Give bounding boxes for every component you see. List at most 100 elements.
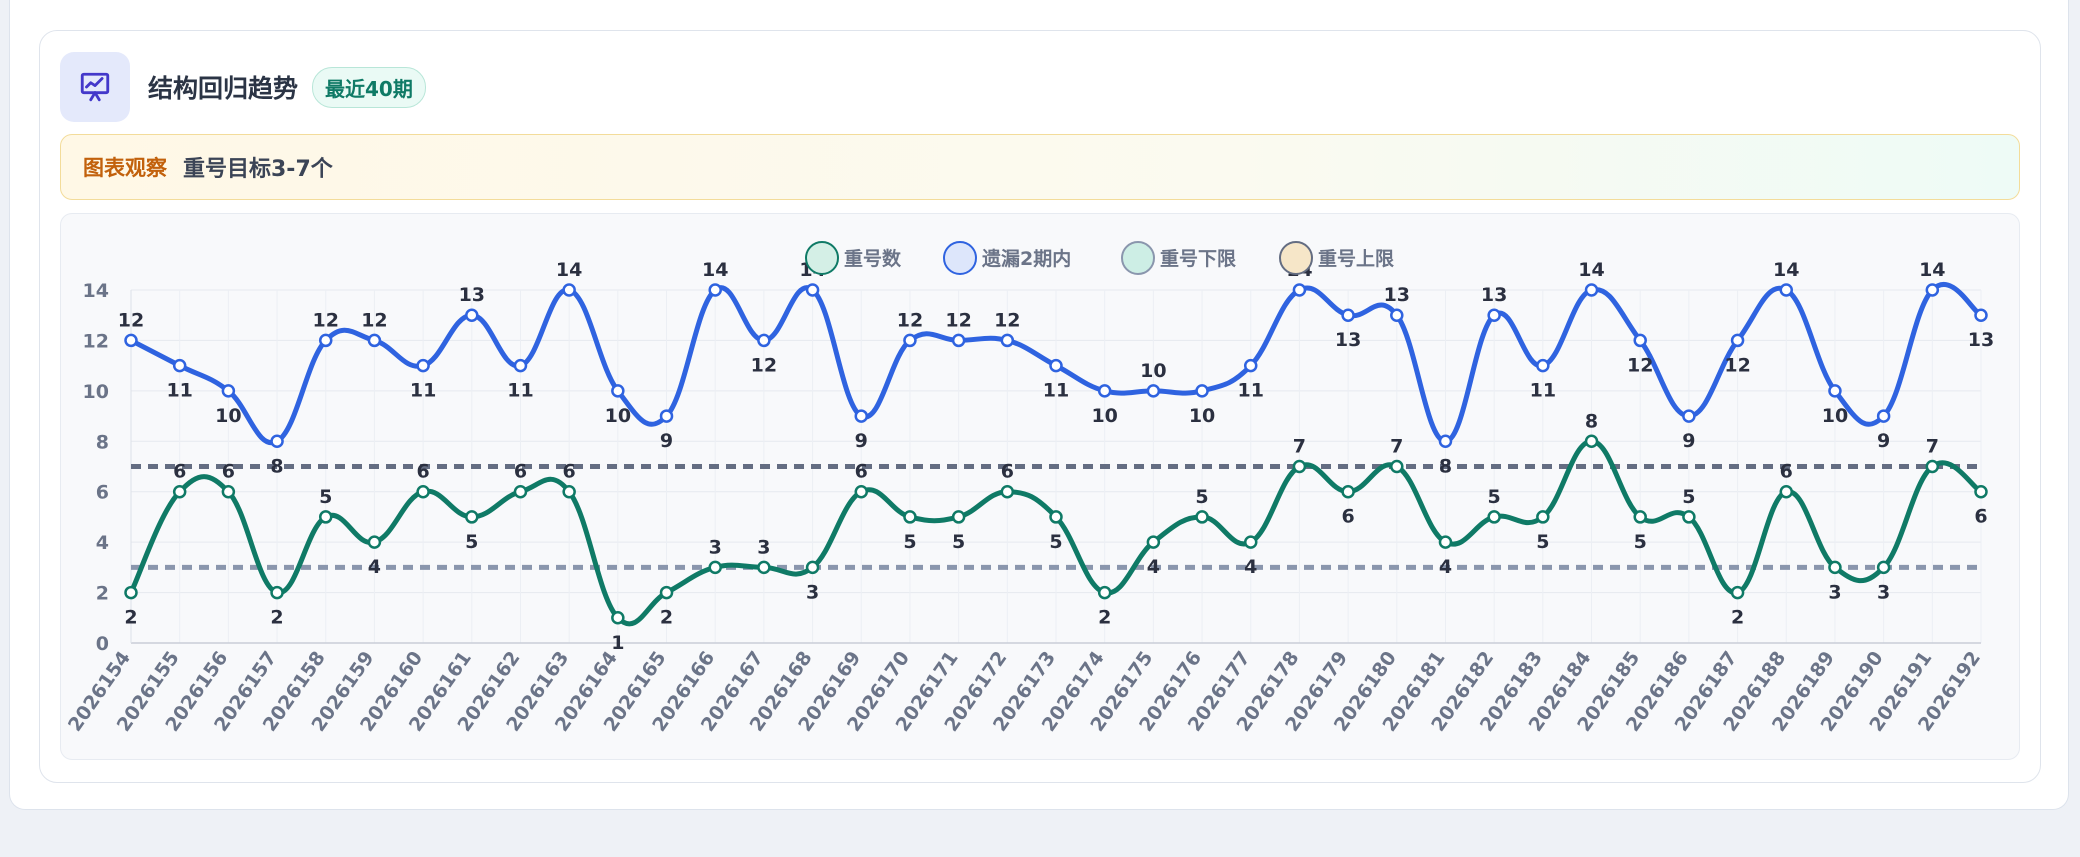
data-label-repeat: 6 bbox=[173, 461, 186, 483]
data-label-repeat: 2 bbox=[1731, 607, 1744, 629]
observation-label: 图表观察 bbox=[83, 156, 167, 180]
data-label-repeat: 6 bbox=[1780, 461, 1793, 483]
data-point-repeat bbox=[1243, 535, 1258, 549]
data-point-repeat bbox=[1341, 484, 1355, 499]
data-label-omit: 10 bbox=[1822, 405, 1848, 427]
data-label-omit: 12 bbox=[313, 309, 339, 331]
data-label-omit: 13 bbox=[1335, 329, 1361, 351]
data-point-repeat bbox=[708, 560, 722, 575]
data-point-omit bbox=[513, 358, 528, 373]
y-tick-label: 12 bbox=[83, 330, 109, 352]
data-point-omit bbox=[1487, 308, 1501, 322]
legend-swatch-lower bbox=[1121, 241, 1155, 275]
data-label-omit: 11 bbox=[166, 380, 192, 402]
data-point-omit bbox=[221, 384, 236, 398]
legend-swatch-omit bbox=[943, 241, 977, 275]
observation-text: 重号目标3-7个 bbox=[183, 157, 333, 182]
data-point-repeat bbox=[1779, 484, 1794, 499]
data-point-repeat bbox=[1584, 434, 1599, 449]
data-label-repeat: 4 bbox=[1439, 556, 1452, 578]
data-label-omit: 12 bbox=[945, 309, 971, 331]
data-point-omit bbox=[757, 333, 771, 348]
data-point-repeat bbox=[1292, 459, 1307, 474]
legend-label-upper: 重号上限 bbox=[1318, 248, 1394, 270]
data-point-omit bbox=[1925, 283, 1940, 297]
data-point-repeat bbox=[1049, 510, 1063, 524]
data-point-repeat bbox=[416, 484, 430, 499]
data-label-omit: 10 bbox=[1140, 360, 1166, 382]
data-point-repeat bbox=[221, 484, 236, 499]
data-label-omit: 11 bbox=[1238, 380, 1264, 402]
data-label-omit: 10 bbox=[215, 405, 241, 427]
y-tick-label: 0 bbox=[96, 633, 109, 655]
chart-panel: 0 2 4 6 8 10 12 14 2026154 2026155 2026156 2026157 2… bbox=[60, 213, 2020, 760]
presentation-chart-icon bbox=[60, 52, 130, 122]
data-label-omit: 12 bbox=[897, 309, 923, 331]
data-point-repeat bbox=[562, 484, 576, 499]
legend-label-repeat: 重号数 bbox=[844, 247, 902, 270]
observation-banner: 图表观察 重号目标3-7个 bbox=[60, 134, 2020, 200]
data-label-repeat: 2 bbox=[124, 607, 137, 629]
data-point-repeat bbox=[1925, 459, 1940, 474]
y-tick-label: 6 bbox=[96, 482, 109, 504]
data-point-omit bbox=[416, 358, 430, 373]
data-point-repeat bbox=[903, 510, 917, 524]
data-label-repeat: 2 bbox=[270, 607, 283, 629]
data-point-repeat bbox=[854, 484, 869, 499]
data-label-repeat: 4 bbox=[1147, 556, 1160, 578]
data-point-omit bbox=[1390, 308, 1404, 322]
data-label-repeat: 6 bbox=[855, 461, 868, 483]
y-tick-label: 4 bbox=[96, 532, 109, 554]
data-label-repeat: 6 bbox=[1974, 506, 1987, 528]
data-point-repeat bbox=[1146, 535, 1161, 549]
data-label-repeat: 6 bbox=[1341, 506, 1354, 528]
series-points-repeat bbox=[124, 434, 1988, 625]
data-point-omit bbox=[1243, 358, 1258, 373]
data-point-omit bbox=[1000, 333, 1015, 348]
data-point-repeat bbox=[1438, 535, 1453, 549]
data-label-repeat: 5 bbox=[1682, 486, 1695, 508]
data-point-omit bbox=[270, 434, 284, 449]
data-label-repeat: 7 bbox=[1390, 436, 1403, 458]
data-label-omit: 9 bbox=[1877, 430, 1890, 452]
data-label-omit: 14 bbox=[1578, 259, 1604, 281]
data-point-omit bbox=[1779, 283, 1794, 297]
data-label-omit: 14 bbox=[556, 259, 582, 281]
data-point-omit bbox=[465, 308, 479, 322]
data-labels-repeat: 2 6 6 2 5 4 6 5 6 6 1 2 3 3 3 6 5 5 6 5 2 4 5 4 7 6 7 4 5 5 8 5 5 2 6 3 3 7 6 bbox=[124, 410, 1987, 654]
data-label-repeat: 4 bbox=[1244, 556, 1257, 578]
data-point-omit bbox=[1146, 384, 1161, 398]
data-point-omit bbox=[1828, 384, 1842, 398]
data-point-omit bbox=[1633, 333, 1647, 348]
data-label-repeat: 3 bbox=[1828, 581, 1841, 603]
data-label-omit: 8 bbox=[1439, 455, 1452, 477]
data-label-repeat: 3 bbox=[1877, 581, 1890, 603]
data-label-repeat: 1 bbox=[611, 632, 624, 654]
data-label-omit: 9 bbox=[855, 430, 868, 452]
data-label-omit: 9 bbox=[1682, 430, 1695, 452]
legend-swatch-upper bbox=[1279, 241, 1313, 275]
data-point-omit bbox=[562, 283, 576, 297]
data-label-repeat: 2 bbox=[1098, 607, 1111, 629]
legend-swatch-repeat bbox=[805, 241, 839, 275]
data-point-omit bbox=[1584, 283, 1599, 297]
data-point-repeat bbox=[1633, 510, 1647, 524]
data-label-repeat: 5 bbox=[1049, 531, 1062, 553]
trend-chart: 0246810121420261542026155202615620261572… bbox=[64, 241, 1994, 736]
period-badge: 最近40期 bbox=[312, 66, 426, 108]
data-label-repeat: 5 bbox=[465, 531, 478, 553]
data-point-repeat bbox=[465, 510, 479, 524]
data-label-omit: 10 bbox=[1091, 405, 1117, 427]
data-label-repeat: 5 bbox=[1195, 486, 1208, 508]
data-label-omit: 13 bbox=[1384, 284, 1410, 306]
data-label-omit: 14 bbox=[1919, 259, 1945, 281]
data-point-omit bbox=[124, 333, 138, 348]
data-label-repeat: 5 bbox=[1536, 531, 1549, 553]
data-point-repeat bbox=[318, 510, 333, 524]
series-points-omit bbox=[124, 283, 1988, 449]
data-point-repeat bbox=[757, 560, 771, 575]
data-point-repeat bbox=[1536, 510, 1550, 524]
data-label-omit: 12 bbox=[118, 309, 144, 331]
data-label-omit: 12 bbox=[994, 309, 1020, 331]
data-point-omit bbox=[951, 333, 966, 348]
